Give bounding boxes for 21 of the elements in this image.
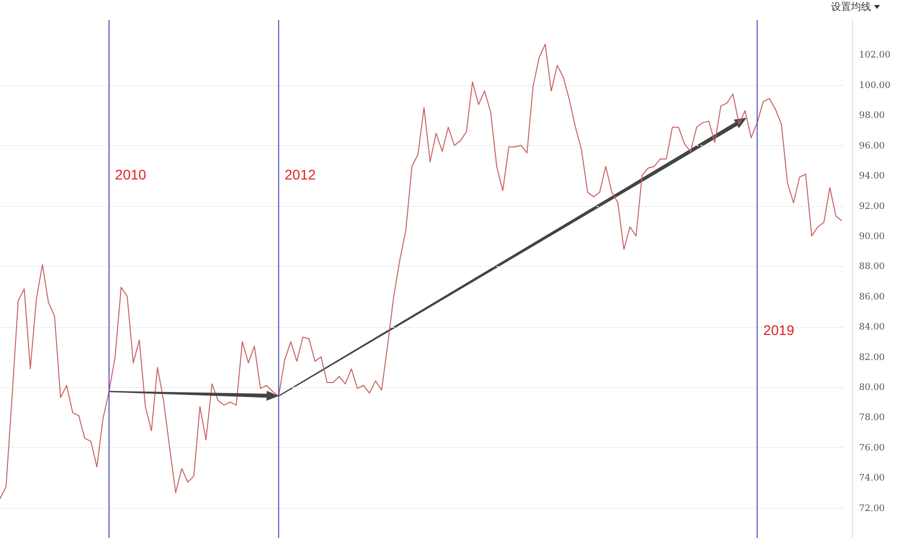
y-tick-label: 84.00 (859, 322, 886, 333)
y-tick-label: 98.00 (859, 111, 886, 122)
annotation: 2010 (115, 166, 146, 182)
y-tick-label: 72.00 (859, 504, 886, 514)
y-tick-label: 78.00 (859, 413, 886, 424)
text: 设置均线 (831, 0, 871, 14)
y-tick-label: 100.00 (859, 80, 891, 91)
y-tick-label: 74.00 (859, 474, 886, 484)
annotation: 2019 (763, 322, 795, 338)
y-tick-label: 80.00 (859, 382, 886, 393)
y-tick-label: 86.00 (859, 292, 886, 302)
y-tick-label: 96.00 (859, 141, 886, 152)
line-series (0, 44, 842, 500)
y-tick-label: 92.00 (859, 202, 886, 212)
y-tick-label: 102.00 (859, 50, 891, 61)
y-tick-label: 88.00 (859, 262, 886, 272)
annotation: 2012 (284, 166, 316, 182)
y-tick-label: 94.00 (859, 172, 886, 182)
y-tick-label: 82.00 (859, 352, 886, 363)
y-tick-label: 90.00 (859, 232, 886, 242)
y-tick-label: 76.00 (859, 443, 886, 454)
